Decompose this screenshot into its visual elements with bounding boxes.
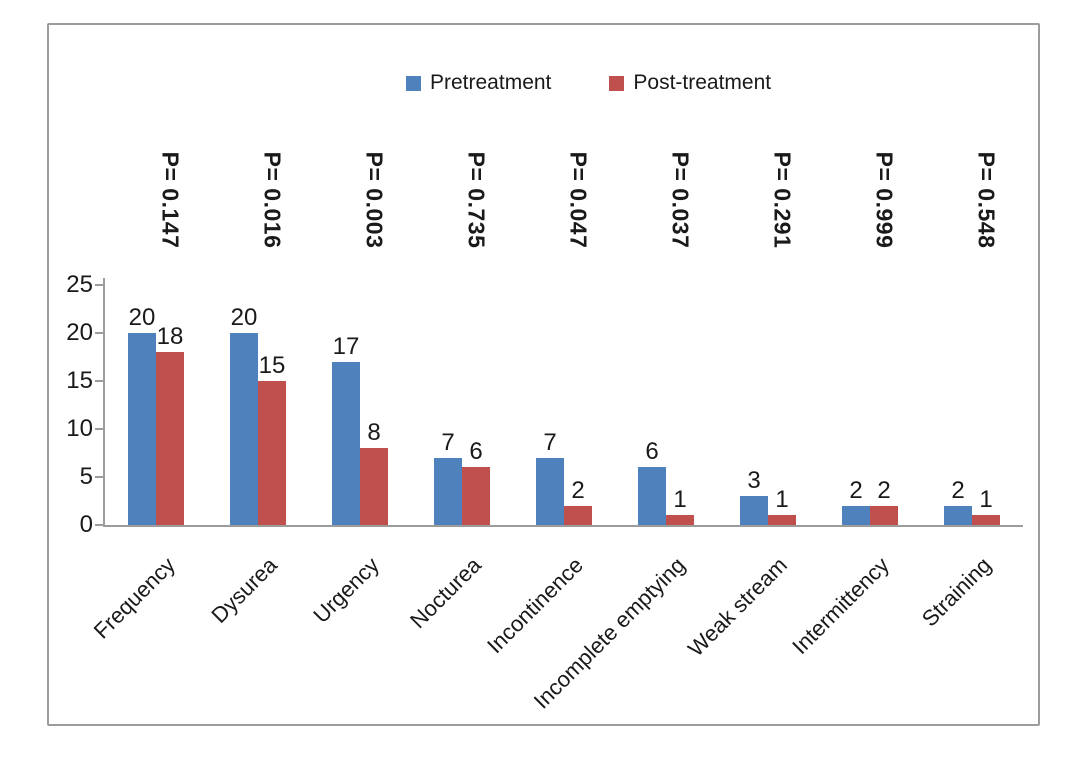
category-label-incontinence: Incontinence [482, 552, 588, 659]
category-label-incomplete-emptying: Incomplete emptying [528, 552, 690, 714]
bar-value-label: 6 [469, 438, 483, 466]
bar-value-label: 2 [571, 476, 585, 504]
legend-item-posttreatment: Post-treatment [609, 71, 771, 95]
posttreatment-bar-dysurea [258, 381, 286, 525]
bar-value-label: 2 [849, 476, 863, 504]
pretreatment-bar-incomplete-emptying [638, 467, 666, 525]
bar-value-label: 1 [673, 486, 687, 514]
y-tick-mark [95, 476, 103, 478]
bar-value-label: 7 [441, 428, 455, 456]
bar-value-label: 2 [951, 476, 965, 504]
category-label-straining: Straining [916, 552, 996, 632]
y-tick-mark [95, 380, 103, 382]
chart-frame: Pretreatment Post-treatment P= 0.147 P= 0… [47, 23, 1040, 726]
bar-value-label: 1 [979, 486, 993, 514]
legend-label-pretreatment: Pretreatment [430, 71, 552, 94]
bar-value-label: 8 [367, 419, 381, 447]
category-label-urgency: Urgency [308, 552, 384, 628]
category-label-weak-stream: Weak stream [682, 552, 792, 662]
y-tick-mark [95, 284, 103, 286]
p-value-label: P= 0.735 [463, 151, 490, 249]
legend-swatch-pretreatment-icon [406, 75, 421, 91]
pretreatment-bar-nocturea [434, 457, 462, 525]
posttreatment-bar-intermittency [870, 505, 898, 525]
pretreatment-bar-intermittency [842, 505, 870, 525]
y-tick-label: 0 [79, 511, 93, 538]
y-tick-label: 25 [66, 271, 93, 298]
category-label-intermittency: Intermittency [787, 552, 894, 660]
x-axis-line [103, 525, 1023, 527]
bar-value-label: 7 [543, 428, 557, 456]
bar-value-label: 15 [258, 352, 286, 379]
p-value-label: P= 0.548 [973, 151, 1000, 249]
p-value-label: P= 0.047 [565, 151, 592, 249]
legend-label-posttreatment: Post-treatment [633, 71, 772, 94]
posttreatment-bar-incontinence [564, 505, 592, 525]
legend-swatch-posttreatment-icon [609, 75, 625, 91]
pretreatment-bar-urgency [332, 361, 360, 525]
p-value-label: P= 0.291 [769, 151, 796, 249]
posttreatment-bar-frequency [156, 352, 184, 525]
posttreatment-bar-urgency [360, 448, 388, 525]
bar-value-label: 3 [747, 467, 761, 495]
y-tick-label: 15 [66, 367, 93, 394]
p-value-label: P= 0.016 [259, 151, 286, 249]
bar-value-label: 2 [877, 476, 891, 504]
bar-value-label: 17 [332, 332, 360, 360]
pretreatment-bar-dysurea [230, 333, 258, 525]
pretreatment-bar-incontinence [536, 457, 564, 525]
p-value-label: P= 0.147 [157, 151, 184, 249]
posttreatment-bar-straining [972, 515, 1000, 525]
y-tick-mark [95, 428, 103, 430]
bar-value-label: 6 [645, 438, 659, 466]
pretreatment-bar-weak-stream [740, 496, 768, 525]
bar-value-label: 18 [156, 323, 184, 351]
legend-item-pretreatment: Pretreatment [406, 71, 551, 95]
legend: Pretreatment Post-treatment [406, 71, 771, 95]
category-label-nocturea: Nocturea [405, 552, 486, 634]
y-tick-mark [95, 332, 103, 334]
y-tick-mark [95, 524, 103, 526]
y-tick-label: 20 [66, 319, 93, 346]
pretreatment-bar-straining [944, 505, 972, 525]
bar-value-label: 20 [230, 304, 258, 331]
category-label-dysurea: Dysurea [206, 552, 282, 628]
bar-value-label: 20 [128, 304, 156, 331]
y-tick-label: 10 [66, 415, 93, 442]
p-value-label: P= 0.999 [871, 151, 898, 249]
p-value-label: P= 0.003 [361, 151, 388, 249]
y-axis-line [103, 278, 105, 527]
posttreatment-bar-nocturea [462, 467, 490, 525]
bar-value-label: 1 [775, 486, 789, 514]
posttreatment-bar-incomplete-emptying [666, 515, 694, 525]
posttreatment-bar-weak-stream [768, 515, 796, 525]
p-value-label: P= 0.037 [667, 151, 694, 249]
y-tick-label: 5 [79, 463, 93, 490]
pretreatment-bar-frequency [128, 333, 156, 525]
